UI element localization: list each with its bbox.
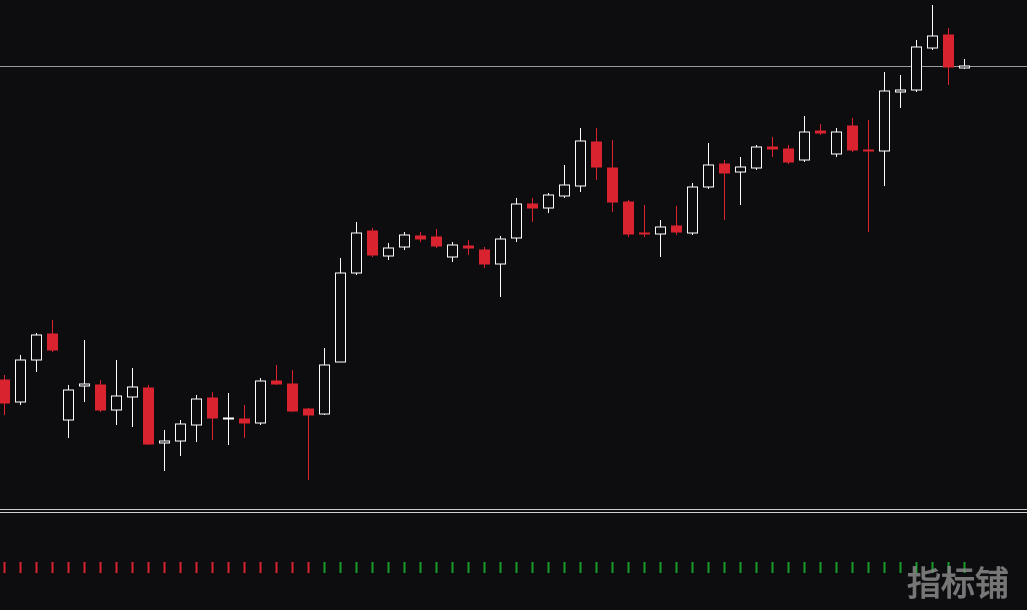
candle-body [271, 380, 282, 385]
candle-body [511, 203, 522, 239]
candle-body [111, 395, 122, 411]
candle-body [783, 148, 794, 163]
candle-body [63, 389, 74, 421]
candle-body [767, 146, 778, 150]
candle-body [479, 249, 490, 265]
candle-body [223, 417, 234, 420]
candle-body [927, 35, 938, 49]
candle-body [15, 359, 26, 403]
candle-body [847, 125, 858, 151]
candle-body [319, 364, 330, 415]
candle-body [671, 225, 682, 233]
candle-body [607, 167, 618, 203]
candle-body [639, 232, 650, 235]
candle-body [127, 386, 138, 398]
candle-body [143, 387, 154, 445]
candle-body [815, 130, 826, 134]
candle-body [383, 247, 394, 257]
candle-body [735, 166, 746, 173]
candle-body [543, 194, 554, 209]
candle-body [911, 46, 922, 91]
candle-body [799, 131, 810, 161]
candle-body [687, 186, 698, 234]
candle-body [303, 408, 314, 416]
candle-body [335, 272, 346, 363]
candle-body [831, 131, 842, 155]
candle-body [495, 238, 506, 265]
watermark: 指标铺 [907, 565, 1009, 605]
candle-body [351, 232, 362, 274]
candle-body [463, 245, 474, 249]
candle-body [943, 34, 954, 68]
candle-body [47, 333, 58, 351]
candle-body [623, 201, 634, 235]
candle-body [31, 334, 42, 361]
candle-body [703, 164, 714, 188]
candle-body [207, 397, 218, 419]
candle-body [575, 140, 586, 187]
candle-body [239, 418, 250, 424]
candle-body [191, 398, 202, 426]
candle-body [591, 141, 602, 168]
candle-body [415, 235, 426, 240]
candle-body [367, 230, 378, 256]
candle-body [287, 383, 298, 412]
candle-body [399, 234, 410, 248]
candle-body [527, 203, 538, 209]
candle-body [79, 383, 90, 387]
candle-body [751, 146, 762, 169]
candle-body [959, 65, 970, 69]
candle-body [0, 379, 10, 404]
candle-body [255, 380, 266, 424]
candle-body [655, 226, 666, 235]
candle-body [159, 440, 170, 444]
candle-body [447, 244, 458, 258]
candle-body [431, 236, 442, 247]
candle-body [719, 163, 730, 174]
candle-body [175, 423, 186, 442]
candle-body [95, 384, 106, 411]
candle-body [863, 149, 874, 152]
candle-body [559, 184, 570, 197]
candle-body [879, 90, 890, 152]
candle-body [895, 89, 906, 93]
